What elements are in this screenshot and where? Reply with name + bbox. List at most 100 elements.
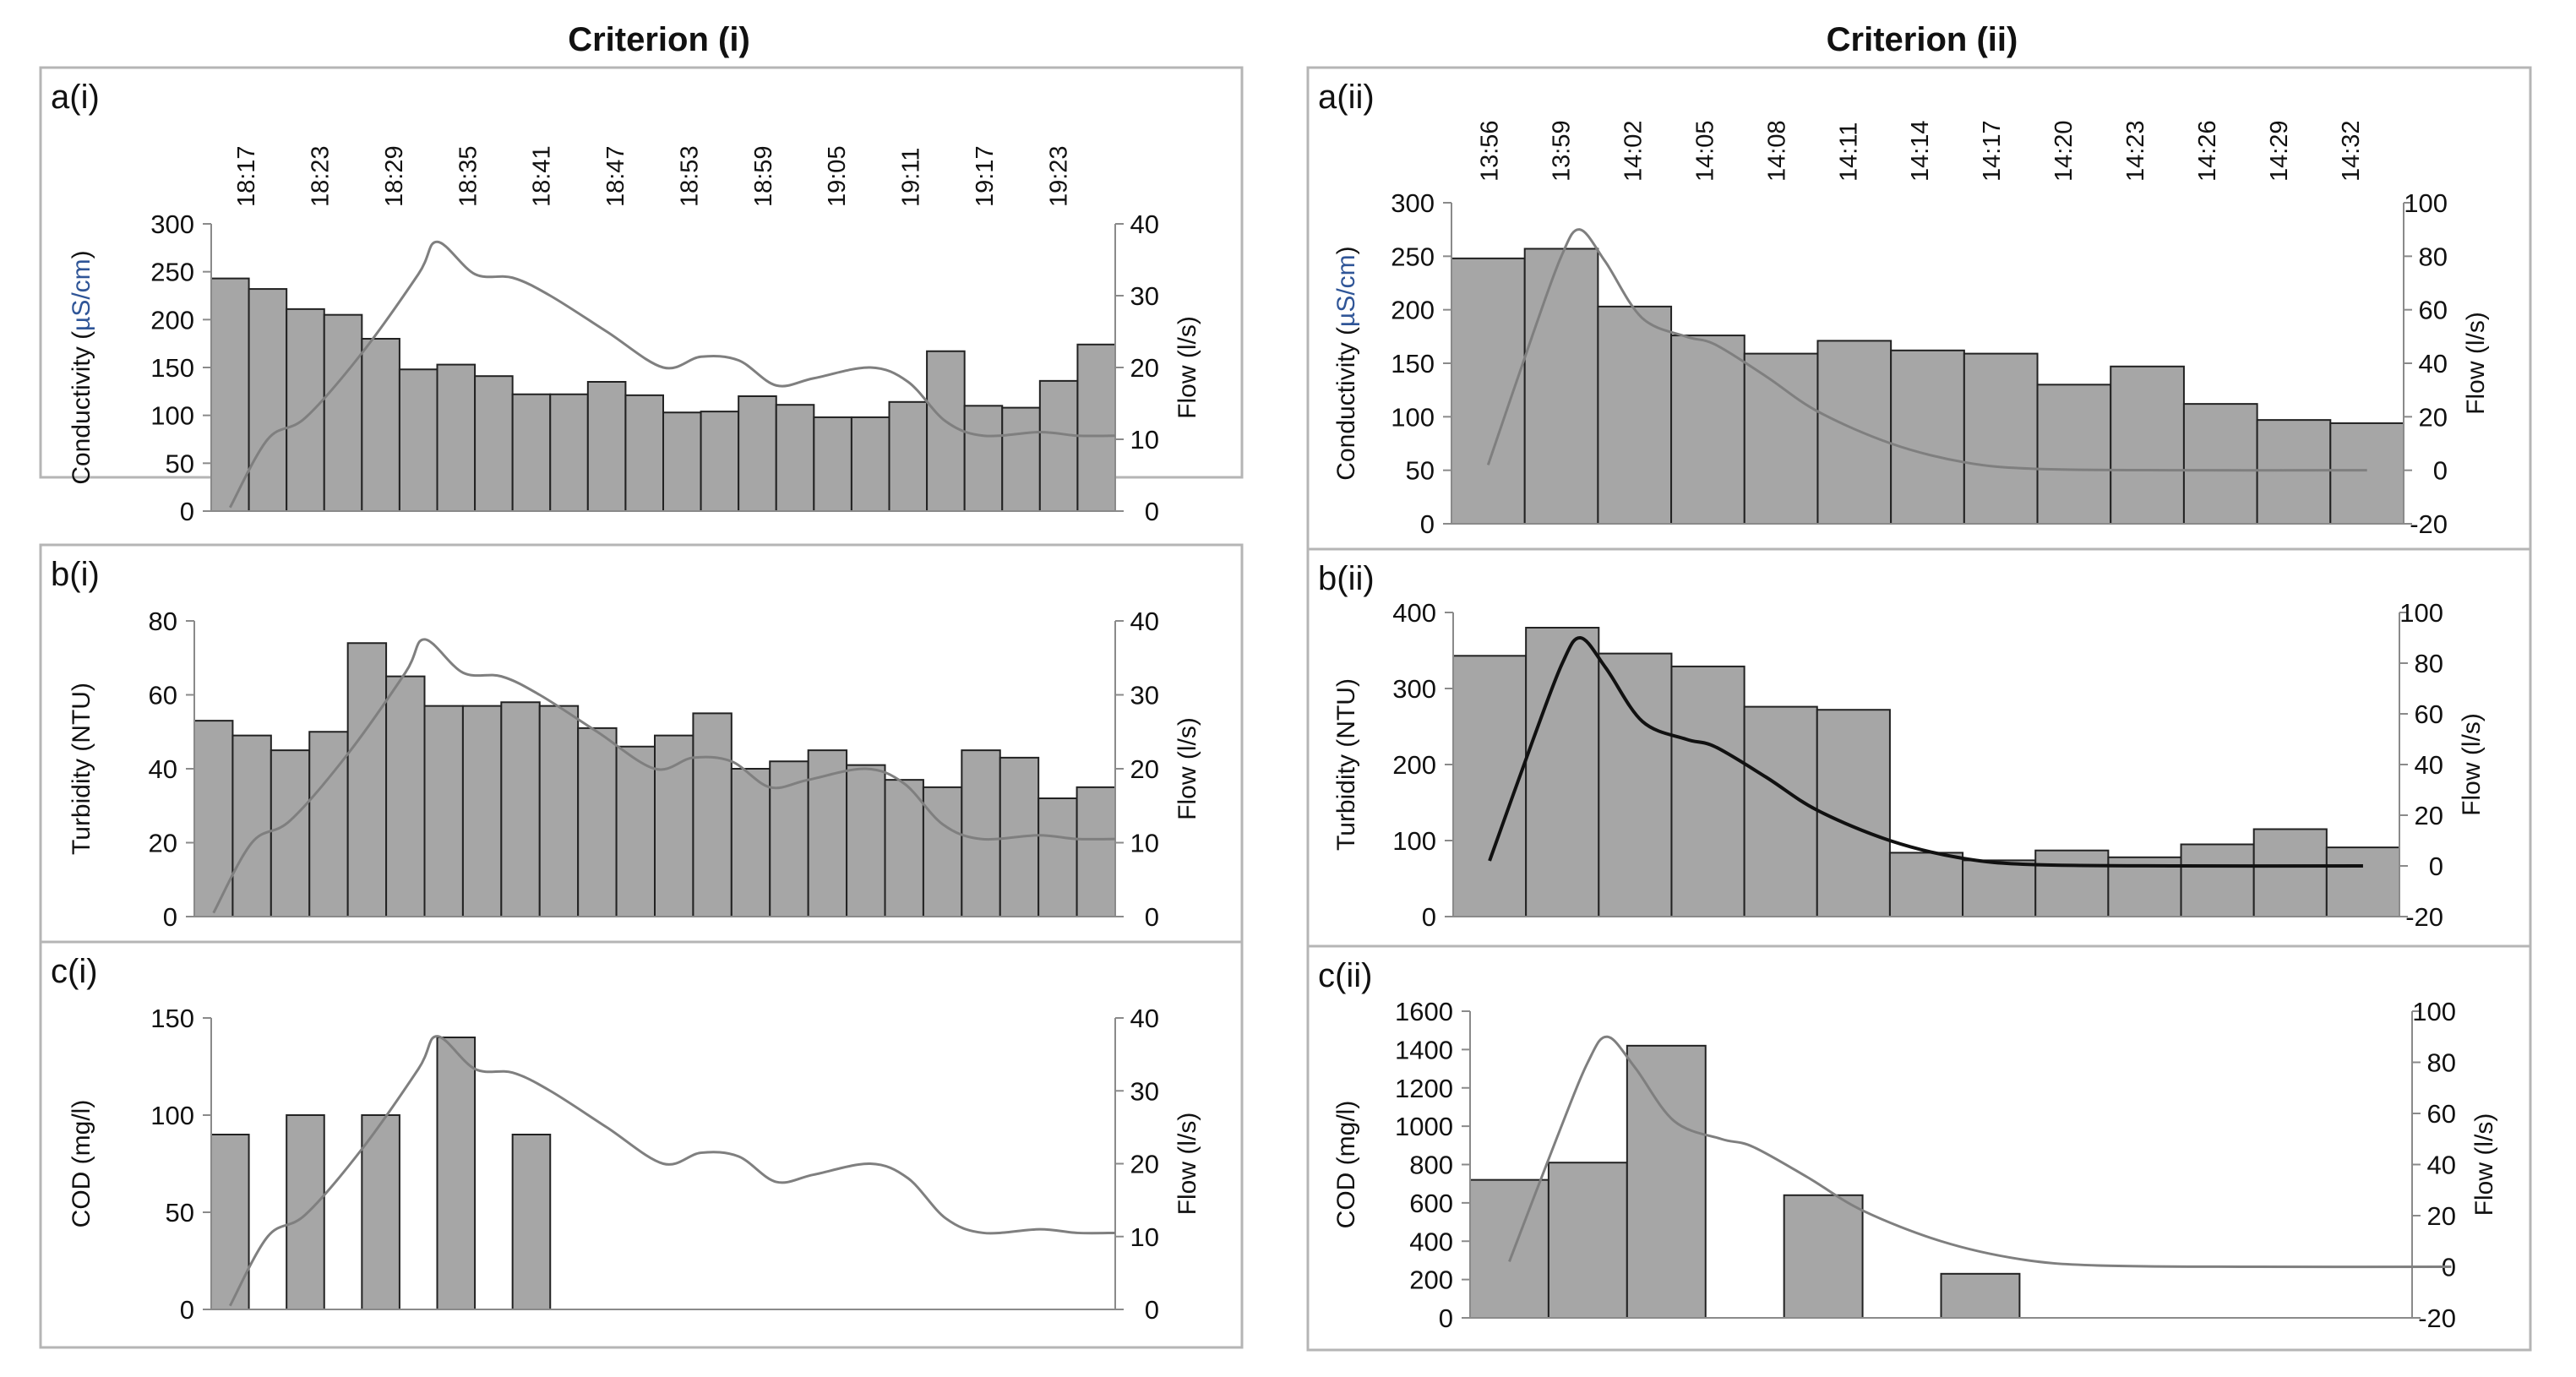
- right-tick-label: 100: [2399, 598, 2443, 628]
- chart-panels: a(i)050100150200250300010203040Conductiv…: [39, 66, 2532, 1352]
- data-bar: [1940, 1272, 2021, 1319]
- data-bar: [615, 745, 656, 917]
- left-tick-label: 250: [1391, 242, 1435, 271]
- right-tick-label: 40: [1130, 1004, 1159, 1033]
- data-bar: [549, 393, 589, 512]
- panel-label: b(i): [51, 556, 100, 593]
- right-tick-label: 40: [1130, 607, 1159, 636]
- right-axis-label: Flow (l/s): [1174, 717, 1201, 820]
- time-label: 18:35: [455, 145, 482, 207]
- panel-label: a(ii): [1318, 79, 1375, 116]
- data-bar: [2252, 828, 2328, 917]
- data-bar: [1670, 665, 1745, 918]
- data-bar: [308, 731, 349, 917]
- column-title-criterion-i: Criterion (i): [568, 21, 750, 58]
- time-label: 14:23: [2122, 120, 2149, 182]
- right-tick-label: 30: [1130, 281, 1159, 311]
- axis-label-part: ): [1332, 246, 1360, 254]
- time-label: 14:17: [1979, 120, 2006, 182]
- data-bar: [511, 393, 552, 512]
- flow-series-line: [228, 1035, 1116, 1307]
- left-tick-label: 1000: [1395, 1112, 1453, 1141]
- data-bar: [2329, 422, 2404, 525]
- right-tick-label: 40: [2415, 750, 2443, 780]
- time-label: 18:53: [676, 145, 703, 207]
- data-bar: [1451, 257, 1526, 525]
- data-bar: [210, 1134, 250, 1310]
- column-title-criterion-ii: Criterion (ii): [1827, 21, 2018, 58]
- data-bar: [2182, 403, 2258, 525]
- data-bar: [692, 712, 732, 917]
- data-bar: [346, 642, 388, 917]
- data-bar: [586, 381, 627, 512]
- panel-a-i: a(i) 0 50 100 150 200 250 300 0 10 20 30 40 Conductiv…: [39, 66, 1244, 526]
- right-tick-label: 100: [2404, 188, 2448, 218]
- data-bar: [511, 1134, 552, 1310]
- panel-frame: [1306, 944, 2532, 1352]
- right-axis-label: Flow (l/s): [1174, 316, 1201, 419]
- left-tick-label: 50: [166, 449, 194, 478]
- left-tick-label: 100: [150, 1101, 194, 1130]
- left-tick-label: 250: [150, 258, 194, 287]
- left-tick-label: 400: [1409, 1227, 1453, 1256]
- data-bar: [1001, 406, 1041, 513]
- data-bar: [1523, 248, 1599, 525]
- data-bar: [884, 779, 924, 917]
- data-bar: [1038, 379, 1079, 512]
- data-bar: [963, 405, 1004, 513]
- axis-label-part: ): [68, 250, 95, 259]
- panel-b-ii: b(ii) 0 100 200 300 400 -20 0 20 40 60 80 100 Turbidi…: [1306, 547, 2532, 948]
- left-tick-label: 0: [180, 1295, 194, 1325]
- left-tick-label: 200: [1391, 296, 1435, 325]
- right-tick-label: 30: [1130, 681, 1159, 710]
- data-bar: [210, 277, 250, 512]
- right-tick-label: 20: [2419, 402, 2448, 432]
- right-tick-label: 60: [2419, 296, 2448, 325]
- data-bar: [1888, 852, 1964, 918]
- axis-label-part: Conductivity (: [68, 331, 95, 485]
- data-bar: [2325, 846, 2401, 917]
- right-tick-label: 0: [2433, 456, 2448, 486]
- flow-series-line: [1486, 228, 2367, 472]
- right-tick-label: 60: [2427, 1099, 2456, 1129]
- data-bar: [474, 375, 514, 513]
- panel-label: b(ii): [1318, 560, 1375, 597]
- time-label: 14:02: [1620, 120, 1647, 182]
- left-tick-label: 50: [1406, 456, 1435, 486]
- data-bar: [500, 701, 541, 917]
- data-bar: [231, 734, 272, 917]
- data-bar: [730, 768, 771, 917]
- left-tick-label: 600: [1409, 1189, 1453, 1218]
- data-bar: [270, 749, 311, 917]
- data-bar: [738, 395, 777, 512]
- right-tick-label: 0: [1145, 497, 1159, 526]
- time-label: 14:08: [1763, 120, 1790, 182]
- right-axis-label: Flow (l/s): [2458, 713, 2486, 816]
- panel-a-ii: a(ii) 0 50 100 150 200 250 300 -20 0 20 40 60 80 100 Co…: [1306, 66, 2532, 551]
- left-tick-label: 1400: [1395, 1035, 1453, 1064]
- data-bar: [398, 368, 438, 512]
- data-bar: [1962, 859, 2037, 918]
- right-tick-label: 40: [1130, 210, 1159, 239]
- data-bar: [286, 308, 325, 512]
- left-tick-label: 150: [150, 353, 194, 383]
- data-bar: [361, 1114, 400, 1310]
- right-tick-label: 20: [1130, 1150, 1159, 1179]
- left-tick-label: 0: [1420, 509, 1435, 539]
- left-tick-label: 100: [1391, 402, 1435, 432]
- left-tick-label: 1600: [1395, 997, 1453, 1026]
- unit-highlight: µS/cm: [68, 259, 95, 331]
- data-bar: [813, 416, 852, 512]
- data-bar: [461, 705, 503, 917]
- time-label: 13:59: [1548, 120, 1575, 182]
- left-axis-label: Conductivity (µS/cm): [68, 250, 95, 484]
- data-bar: [624, 394, 665, 512]
- panel-b-i: b(i) 0 20 40 60 80 0 10 20 30 40 Turbidity (NTU) Flo…: [39, 543, 1244, 944]
- data-bar: [423, 705, 464, 917]
- right-axis-label: Flow (l/s): [2470, 1113, 2498, 1216]
- right-tick-label: -20: [2418, 1304, 2456, 1333]
- panel-frame: [39, 940, 1244, 1349]
- time-label: 18:17: [233, 145, 260, 207]
- left-tick-label: 0: [180, 497, 194, 526]
